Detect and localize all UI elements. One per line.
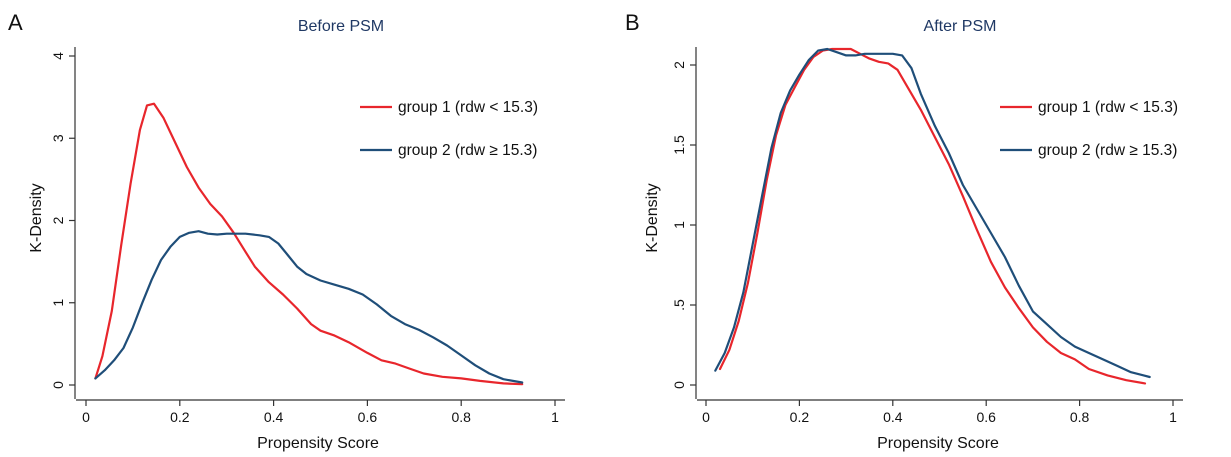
panel-b-letter: B <box>625 10 640 35</box>
panel-b-x-tick-label: 0.4 <box>883 409 903 425</box>
panel-b-y-tick-label: .5 <box>671 299 687 311</box>
panel-a-legend-label-1: group 1 (rdw < 15.3) <box>398 99 538 116</box>
panel-b-x-tick-label: 0.2 <box>790 409 810 425</box>
panel-a-series-line-2 <box>94 230 524 384</box>
panel-b-x-axis-label: Propensity Score <box>877 435 999 452</box>
panel-a-y-tick-label: 2 <box>50 216 66 224</box>
panel-a-x-tick-label: 0.4 <box>264 409 284 425</box>
panel-b-title: After PSM <box>924 18 997 35</box>
panel-a-x-axis-label: Propensity Score <box>257 435 379 452</box>
panel-a-x-tick-label: 1 <box>551 409 559 425</box>
panel-b: B After PSM Propensity Score K-Density 0… <box>625 10 1183 452</box>
panel-a-legend-label-2: group 2 (rdw ≥ 15.3) <box>398 142 537 159</box>
panel-a-series-line-1 <box>94 102 524 386</box>
panel-a-y-tick-label: 0 <box>50 381 66 389</box>
panel-b-series-line-2 <box>714 47 1151 379</box>
panel-b-x-tick-label: 0.6 <box>976 409 996 425</box>
panel-a-plot-area: 0 1 2 3 4 0 0.2 0.4 0.6 0.8 1 group 1 (rdw < 15.3) g… <box>50 47 565 425</box>
panel-b-y-tick-label: 1 <box>671 221 687 229</box>
panel-b-x-tick-label: 0 <box>702 409 710 425</box>
panel-b-legend-label-2: group 2 (rdw ≥ 15.3) <box>1038 142 1177 159</box>
panel-a-x-tick-label: 0.2 <box>170 409 190 425</box>
panel-b-y-tick-label: 2 <box>671 61 687 69</box>
panel-a-y-tick-label: 3 <box>50 134 66 142</box>
panel-b-plot-area: 0 .5 1 1.5 2 0 0.2 0.4 0.6 0.8 1 group 1 (rdw < 15.… <box>671 47 1183 425</box>
panel-b-legend-label-1: group 1 (rdw < 15.3) <box>1038 99 1178 116</box>
panel-a-y-tick-label: 4 <box>50 52 66 60</box>
panel-a-letter: A <box>8 10 23 35</box>
panel-b-x-tick-label: 0.8 <box>1070 409 1090 425</box>
panel-a-x-tick-label: 0 <box>82 409 90 425</box>
panel-b-y-tick-label: 0 <box>671 381 687 389</box>
panel-a-y-axis-label: K-Density <box>28 183 45 252</box>
panel-a-y-tick-label: 1 <box>50 299 66 307</box>
panel-a-title: Before PSM <box>298 18 384 35</box>
panel-a-x-tick-label: 0.6 <box>358 409 378 425</box>
panel-b-y-tick-label: 1.5 <box>671 135 687 155</box>
panel-b-series-line-1 <box>718 47 1147 385</box>
panel-a: A Before PSM Propensity Score K-Density … <box>8 10 565 452</box>
panel-a-x-tick-label: 0.8 <box>451 409 471 425</box>
panel-b-x-tick-label: 1 <box>1169 409 1177 425</box>
panel-b-y-axis-label: K-Density <box>644 183 661 252</box>
